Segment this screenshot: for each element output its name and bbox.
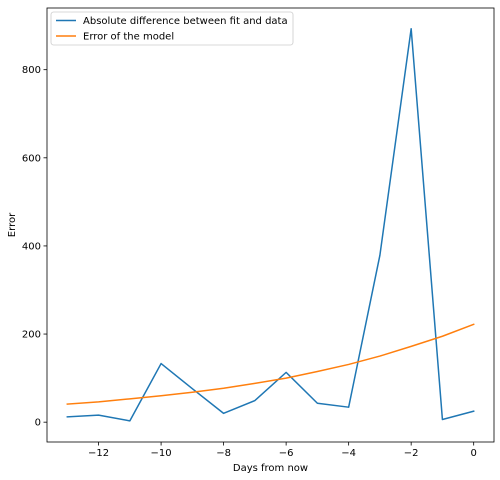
x-tick-label: −6 [279,448,294,459]
y-tick-label: 800 [22,65,41,76]
axes-frame [46,7,495,443]
series-line-1 [66,27,475,422]
x-tick-label: −2 [404,448,419,459]
legend-label-2: Error of the model [83,32,174,43]
legend: Absolute difference between fit and data… [50,11,294,46]
y-axis-label: Error [7,212,18,237]
legend-label-1: Absolute difference between fit and data [83,16,288,27]
y-tick-label: 0 [35,418,41,429]
plot-area: −12 −10 −8 −6 −4 −2 0 0 200 400 600 800 [22,7,495,459]
series-line-2 [66,323,475,405]
y-tick-label: 200 [22,330,41,341]
y-tick-label: 600 [22,153,41,164]
x-tick-label: −10 [151,448,172,459]
x-tick-label: −4 [341,448,356,459]
x-tick-label: 0 [470,448,476,459]
x-axis-label: Days from now [233,463,308,474]
x-tick-label: −12 [88,448,109,459]
y-tick-label: 400 [22,241,41,252]
legend-box [50,11,294,46]
x-tick-label: −8 [216,448,231,459]
